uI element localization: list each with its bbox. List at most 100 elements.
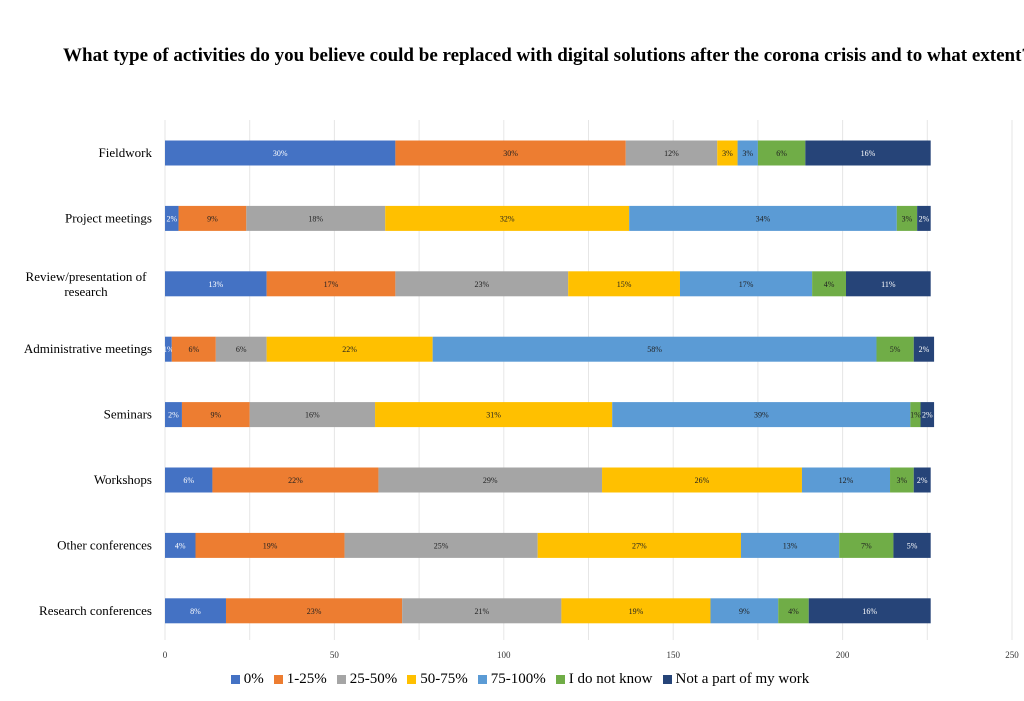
- bar-segment: [212, 467, 379, 493]
- data-label: 2%: [168, 411, 179, 420]
- legend-item: 0%: [230, 671, 264, 688]
- data-label: 4%: [175, 541, 186, 550]
- gridlines: [164, 120, 1013, 640]
- bar-segment: [568, 271, 680, 297]
- category-label: Seminars: [104, 407, 152, 422]
- bar-segment: [165, 205, 179, 231]
- data-label: 15%: [617, 280, 632, 289]
- bar-segment: [181, 402, 250, 428]
- legend-label: 1-25%: [286, 671, 327, 687]
- data-label: 2%: [166, 214, 177, 223]
- data-label: 5%: [907, 541, 918, 550]
- data-label: 2%: [919, 345, 930, 354]
- legend-label: Not a part of my work: [675, 671, 810, 687]
- data-label: 6%: [236, 345, 247, 354]
- bar-segment: [165, 467, 213, 493]
- bar-segment: [165, 402, 182, 428]
- bar-segment: [537, 532, 741, 558]
- category-label: Administrative meetings: [24, 341, 152, 356]
- data-label: 5%: [890, 345, 901, 354]
- legend-label: 50-75%: [420, 671, 468, 687]
- data-label: 17%: [324, 280, 339, 289]
- legend-label: 25-50%: [349, 671, 398, 687]
- bar-segment: [344, 532, 538, 558]
- data-label: 30%: [503, 149, 518, 158]
- bar-segment: [165, 598, 226, 624]
- bar-segment: [805, 140, 931, 166]
- legend-label: I do not know: [568, 671, 653, 687]
- data-label: 22%: [288, 476, 303, 485]
- bar-segment: [385, 205, 630, 231]
- legend-item: I do not know: [555, 671, 653, 688]
- bar-segment: [808, 598, 931, 624]
- category-label: Other conferences: [57, 537, 152, 552]
- data-label: 31%: [486, 411, 501, 420]
- bar-segment: [178, 205, 247, 231]
- data-label: 1%: [163, 345, 174, 354]
- data-label: 6%: [183, 476, 194, 485]
- legend-swatch: [662, 675, 672, 684]
- data-label: 30%: [273, 149, 288, 158]
- legend-swatch: [336, 675, 346, 684]
- legend-swatch: [230, 675, 240, 684]
- chart-title: What type of activities do you believe c…: [63, 45, 1024, 66]
- data-label: 39%: [754, 411, 769, 420]
- data-label: 29%: [483, 476, 498, 485]
- category-label: Workshops: [94, 472, 152, 487]
- data-label: 22%: [342, 345, 357, 354]
- legend-item: 25-50%: [336, 671, 398, 688]
- bar-segment: [710, 598, 779, 624]
- legend-swatch: [477, 675, 487, 684]
- category-label: Review/presentation of research: [26, 269, 148, 299]
- bar-segment: [917, 205, 931, 231]
- data-label: 1%: [910, 411, 921, 420]
- legend-swatch: [555, 675, 565, 684]
- data-label: 9%: [207, 214, 218, 223]
- x-tick-label: 200: [836, 650, 850, 660]
- data-label: 13%: [208, 280, 223, 289]
- bars: 30% 30% 12% 3% 3% 6% 16% 2% 9% 18% 32% 34% 3% 2% 13% 17…: [163, 140, 935, 624]
- bar-segment: [378, 467, 603, 493]
- bar-segment: [395, 271, 569, 297]
- data-label: 2%: [922, 411, 933, 420]
- data-label: 11%: [881, 280, 896, 289]
- data-label: 25%: [434, 541, 449, 550]
- category-label: Project meetings: [65, 210, 152, 225]
- bar-segment: [893, 532, 931, 558]
- bar-segment: [561, 598, 711, 624]
- data-label: 19%: [263, 541, 278, 550]
- bar-segment: [812, 271, 846, 297]
- bar-segment: [910, 402, 921, 428]
- bar-segment: [778, 598, 809, 624]
- legend-swatch: [407, 675, 417, 684]
- x-tick-label: 150: [666, 650, 680, 660]
- data-label: 6%: [188, 345, 199, 354]
- bar-segment: [375, 402, 613, 428]
- x-tick-label: 50: [330, 650, 340, 660]
- category-label: Research conferences: [39, 603, 152, 618]
- x-tick-label: 0: [163, 650, 168, 660]
- bar-segment: [612, 402, 911, 428]
- data-label: 3%: [722, 149, 733, 158]
- bar-segment: [625, 140, 718, 166]
- data-label: 16%: [861, 149, 876, 158]
- data-label: 8%: [190, 607, 201, 616]
- bar-segment: [629, 205, 897, 231]
- legend-swatch: [273, 675, 283, 684]
- data-label: 3%: [897, 476, 908, 485]
- data-label: 12%: [839, 476, 854, 485]
- bar-segment: [801, 467, 891, 493]
- data-label: 7%: [861, 541, 872, 550]
- legend-item: 75-100%: [477, 671, 546, 688]
- bar-segment: [717, 140, 738, 166]
- data-label: 26%: [695, 476, 710, 485]
- bar-segment: [845, 271, 931, 297]
- data-label: 21%: [474, 607, 489, 616]
- category-label: Fieldwork: [99, 145, 153, 160]
- data-label: 16%: [862, 607, 877, 616]
- data-label: 16%: [305, 411, 320, 420]
- data-label: 13%: [783, 541, 798, 550]
- bar-segment: [165, 336, 172, 362]
- data-label: 6%: [776, 149, 787, 158]
